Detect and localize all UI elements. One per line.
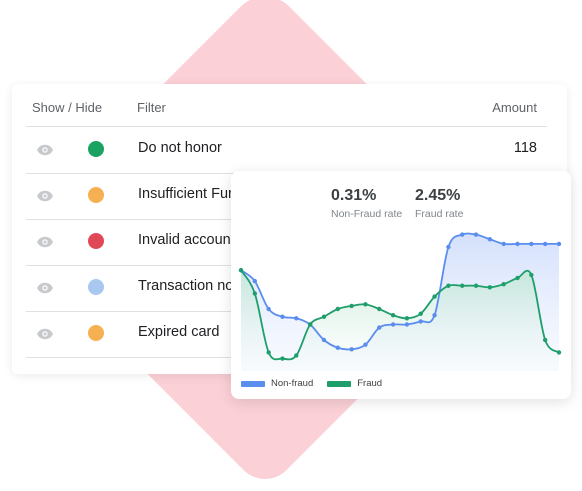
data-point[interactable] [529, 241, 534, 247]
filter-label: Transaction no [138, 278, 234, 294]
data-point[interactable] [280, 356, 285, 361]
column-header-amount: Amount [492, 100, 537, 115]
legend-swatch [327, 380, 352, 387]
stat-non-fraud-rate: 0.31% Non-Fraud rate [331, 187, 402, 220]
eye-icon[interactable] [36, 325, 54, 343]
eye-icon[interactable] [36, 233, 54, 251]
data-point[interactable] [321, 337, 327, 343]
stat-fraud-rate: 2.45% Fraud rate [415, 187, 463, 220]
eye-icon[interactable] [36, 141, 54, 159]
legend-swatch [241, 380, 265, 387]
data-point[interactable] [335, 345, 340, 350]
column-header-filter: Filter [137, 100, 166, 115]
filter-label: Invalid account [138, 232, 235, 248]
fraud-chart-card: 0.31% Non-Fraud rate 2.45% Fraud rate No… [231, 171, 571, 399]
stat-caption: Fraud rate [415, 208, 464, 220]
data-point[interactable] [252, 291, 258, 296]
amount-value: 118 [513, 140, 537, 156]
data-point[interactable] [404, 316, 410, 321]
data-point[interactable] [432, 294, 437, 299]
table-row[interactable]: Do not honor 118 [26, 127, 547, 174]
stat-value: 2.45% [415, 187, 461, 204]
data-point[interactable] [349, 347, 354, 352]
column-header-show-hide: Show / Hide [32, 100, 103, 115]
status-dot [88, 279, 104, 295]
data-point[interactable] [363, 302, 368, 307]
stat-value: 0.31% [331, 187, 377, 204]
data-point[interactable] [501, 241, 506, 247]
data-point[interactable] [542, 241, 548, 247]
eye-icon[interactable] [36, 187, 54, 205]
eye-icon[interactable] [36, 279, 54, 297]
data-point[interactable] [252, 278, 258, 284]
data-point[interactable] [529, 272, 534, 278]
status-dot [88, 187, 104, 203]
legend-label: Fraud [357, 378, 383, 389]
data-point[interactable] [487, 237, 493, 242]
data-point[interactable] [460, 232, 465, 237]
area-chart [238, 232, 562, 371]
data-point[interactable] [460, 283, 465, 288]
table-header: Show / Hide Filter Amount [12, 84, 567, 128]
filter-label: Insufficient Fur [138, 186, 233, 202]
data-point[interactable] [418, 311, 423, 316]
data-point[interactable] [335, 306, 340, 312]
header-divider [26, 126, 547, 127]
data-point[interactable] [515, 241, 520, 247]
data-point[interactable] [390, 322, 396, 327]
data-point[interactable] [515, 275, 520, 281]
data-point[interactable] [294, 353, 299, 358]
data-point[interactable] [294, 316, 299, 321]
data-point[interactable] [446, 244, 451, 250]
filter-label: Do not honor [138, 140, 222, 156]
data-point[interactable] [487, 285, 493, 290]
data-point[interactable] [363, 342, 368, 347]
data-point[interactable] [280, 314, 285, 319]
legend-item-non-fraud[interactable]: Non-fraud [241, 378, 313, 389]
data-point[interactable] [349, 303, 354, 309]
data-point[interactable] [446, 283, 451, 288]
legend-label: Non-fraud [271, 378, 314, 389]
data-point[interactable] [321, 314, 327, 319]
filter-label: Expired card [138, 324, 220, 340]
data-point[interactable] [542, 337, 548, 343]
data-point[interactable] [266, 350, 271, 355]
data-point[interactable] [432, 313, 437, 318]
data-point[interactable] [473, 283, 479, 288]
data-point[interactable] [377, 325, 382, 330]
series-area-fraud [241, 270, 559, 371]
data-point[interactable] [556, 350, 562, 355]
data-point[interactable] [377, 306, 382, 312]
data-point[interactable] [307, 322, 313, 327]
data-point[interactable] [501, 282, 506, 287]
data-point[interactable] [418, 319, 423, 324]
stat-caption: Non-Fraud rate [331, 208, 403, 220]
data-point[interactable] [238, 268, 244, 273]
data-point[interactable] [390, 313, 396, 318]
data-point[interactable] [404, 322, 410, 327]
data-point[interactable] [556, 241, 562, 247]
legend-item-fraud[interactable]: Fraud [327, 378, 382, 389]
data-point[interactable] [473, 232, 479, 237]
status-dot [88, 141, 104, 157]
status-dot [88, 233, 104, 249]
status-dot [88, 325, 104, 341]
chart-legend: Non-fraud Fraud [241, 378, 396, 389]
data-point[interactable] [266, 306, 271, 312]
